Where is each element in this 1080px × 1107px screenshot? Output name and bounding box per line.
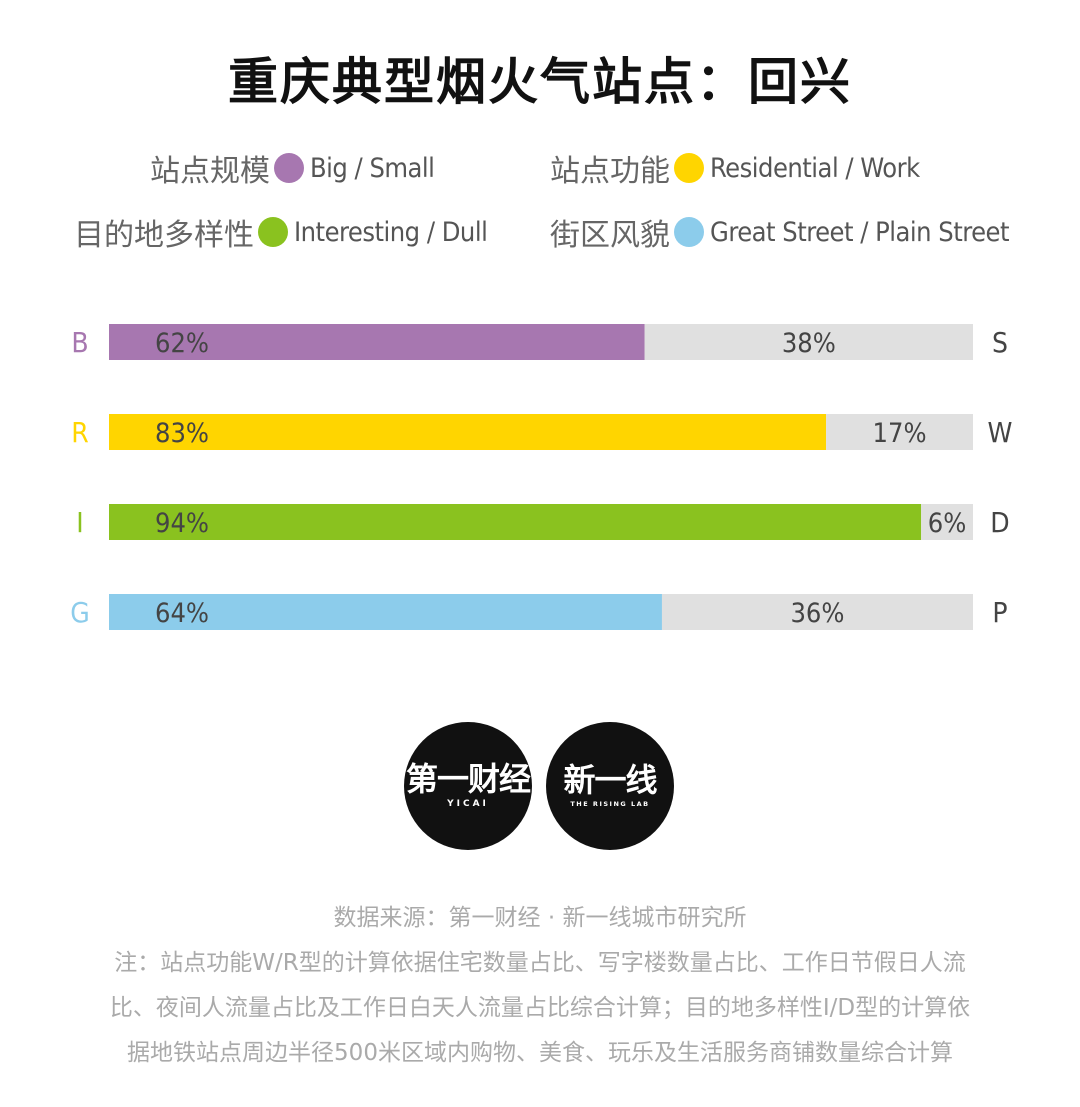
category-label-right: S — [992, 326, 1008, 359]
bar-primary — [109, 414, 827, 450]
data-label-primary: 94% — [155, 508, 209, 539]
bar-primary — [109, 504, 922, 540]
rising-lab-logo-text: 新一线 — [563, 761, 657, 799]
page-title: 重庆典型烟火气站点：回兴 — [228, 53, 852, 111]
category-label-left: I — [76, 506, 83, 539]
bar-primary — [109, 324, 645, 360]
source-text: 数据来源：第一财经 · 新一线城市研究所 — [333, 905, 747, 931]
legend-label: 街区风貌 — [550, 218, 670, 253]
category-label-left: B — [71, 326, 88, 359]
legend-label: 站点功能 — [550, 154, 670, 189]
legend-code: Interesting / Dull — [294, 216, 488, 248]
legend-item-streetscape: 街区风貌 Great Street / Plain Street — [550, 210, 1010, 254]
data-label-secondary: 36% — [790, 598, 844, 629]
data-label-secondary: 17% — [873, 418, 927, 449]
legend-dot-blue — [674, 217, 704, 247]
bar-secondary — [826, 414, 973, 450]
legend-code: Residential / Work — [710, 152, 920, 184]
category-label-right: W — [988, 416, 1013, 449]
bar-secondary — [644, 324, 973, 360]
data-label-primary: 62% — [155, 328, 209, 359]
legend-item-scale: 站点规模 Big / Small — [150, 146, 435, 190]
data-label-secondary: 38% — [782, 328, 836, 359]
yicai-logo-subtext: YICAI — [447, 799, 489, 809]
category-label-left: R — [71, 416, 89, 449]
bar-secondary — [661, 594, 973, 630]
note-line-2: 比、夜间人流量占比及工作日白天人流量占比综合计算；目的地多样性I/D型的计算依 — [109, 995, 971, 1021]
legend-code: Great Street / Plain Street — [710, 216, 1010, 248]
data-label-primary: 64% — [155, 598, 209, 629]
legend-item-diversity: 目的地多样性 Interesting / Dull — [74, 210, 488, 254]
rising-lab-logo-subtext: THE RISING LAB — [570, 800, 650, 808]
legend-dot-yellow — [674, 153, 704, 183]
legend-item-function: 站点功能 Residential / Work — [550, 146, 920, 190]
legend-label: 站点规模 — [150, 154, 270, 189]
bar-primary — [109, 594, 662, 630]
legend-label: 目的地多样性 — [74, 218, 254, 253]
note-line-3: 据地铁站点周边半径500米区域内购物、美食、玩乐及生活服务商铺数量综合计算 — [127, 1040, 953, 1066]
yicai-logo: 第一财经 YICAI — [404, 722, 532, 850]
data-label-primary: 83% — [155, 418, 209, 449]
stacked-bar-chart: B S 62% 38% R W 83% 17% I D 94% 6% G P 64% 36% — [70, 324, 1013, 630]
legend-dot-green — [258, 217, 288, 247]
rising-lab-logo: 新一线 THE RISING LAB — [546, 722, 674, 850]
yicai-logo-text: 第一财经 — [405, 760, 531, 798]
note-line-1: 注：站点功能W/R型的计算依据住宅数量占比、写字楼数量占比、工作日节假日人流 — [114, 950, 966, 976]
category-label-right: P — [992, 596, 1007, 629]
category-label-left: G — [70, 596, 90, 629]
bar-secondary — [921, 504, 973, 540]
data-label-secondary: 6% — [928, 508, 967, 539]
category-label-right: D — [990, 506, 1009, 539]
legend-code: Big / Small — [310, 152, 435, 184]
legend-dot-purple — [274, 153, 304, 183]
